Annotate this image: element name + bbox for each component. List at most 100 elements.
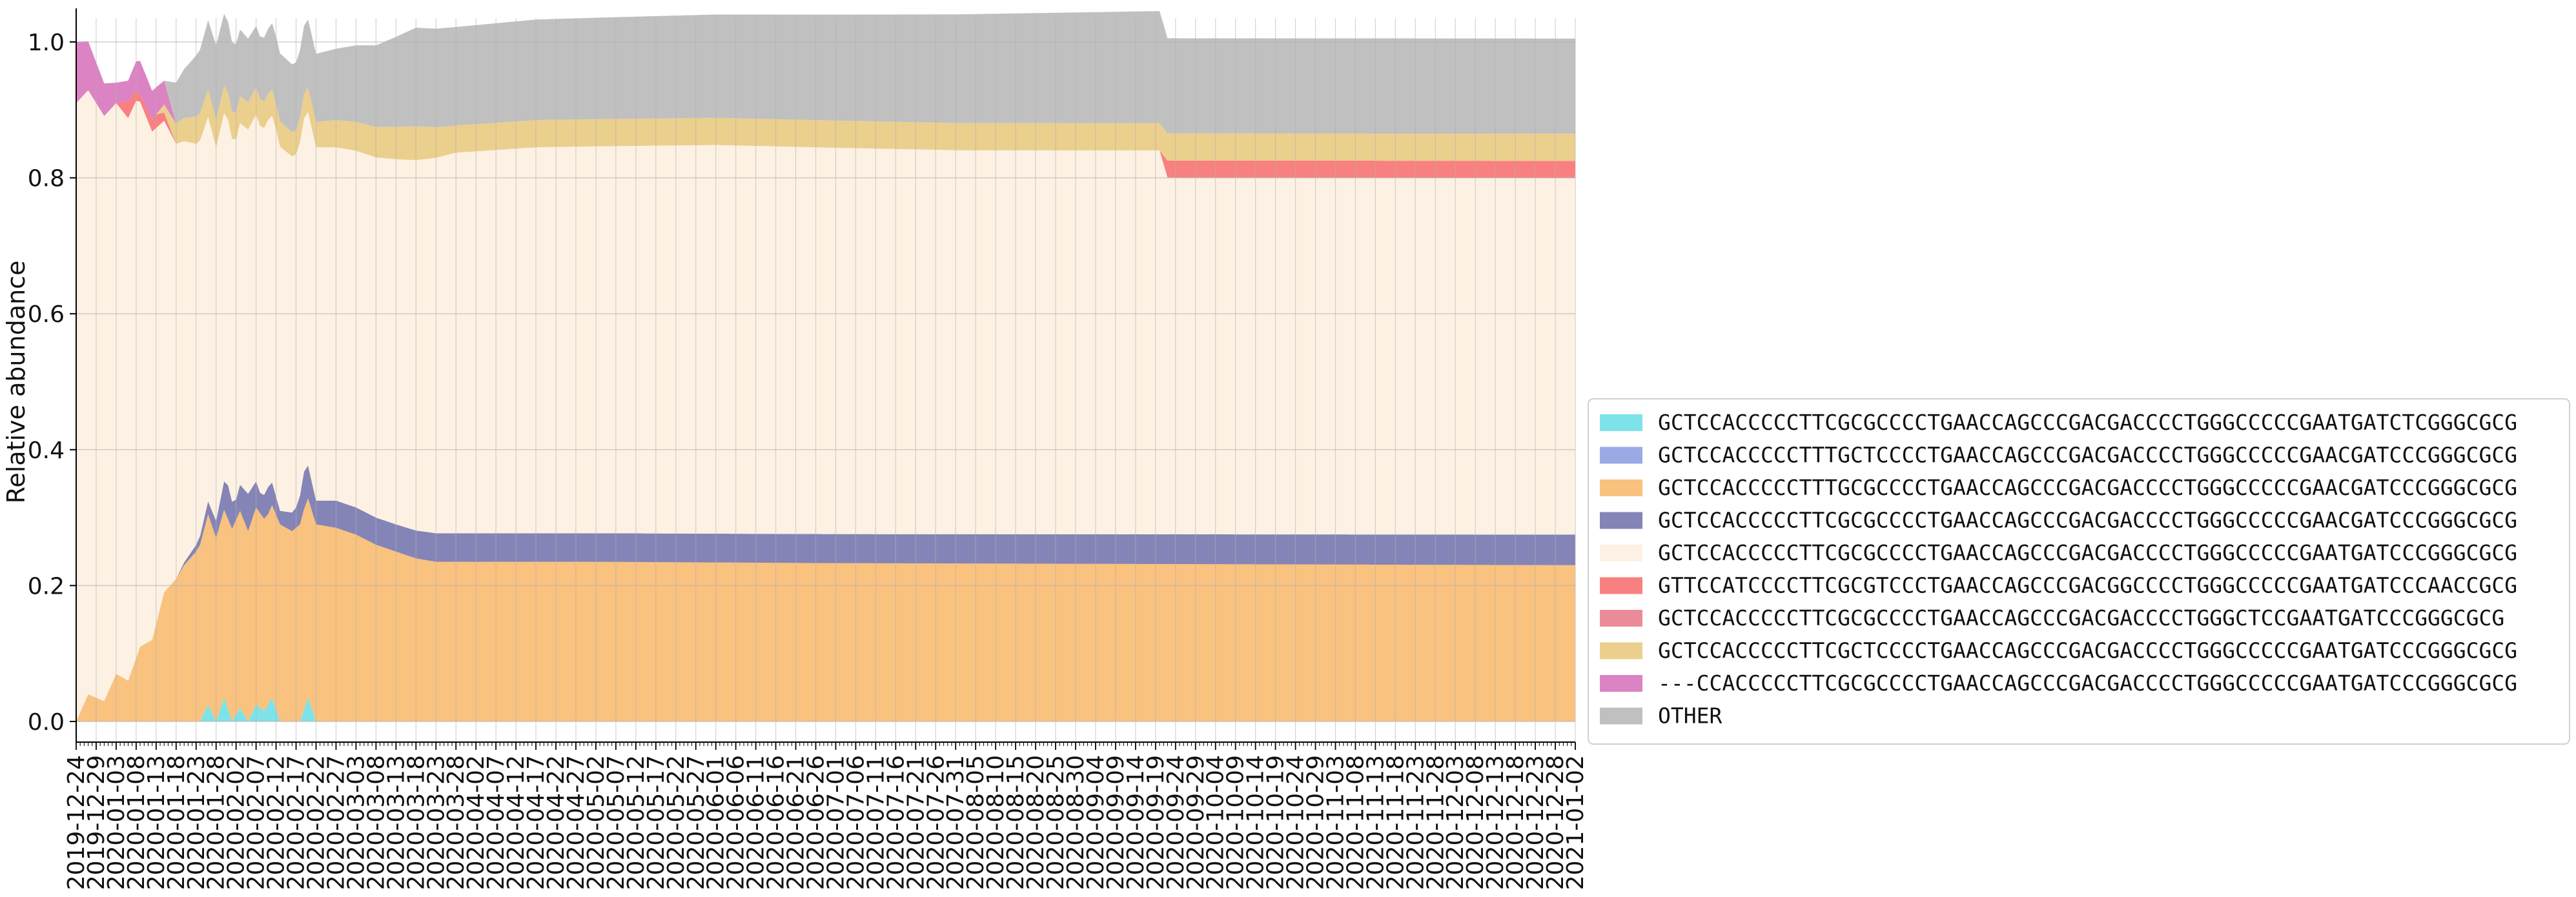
x-tick-label: 2020-04-07 [483,755,509,890]
x-tick-label: 2020-10-04 [1203,755,1229,890]
x-tick-label: 2020-12-18 [1502,755,1529,890]
y-tick-label: 0.2 [28,573,65,600]
x-tick-label: 2020-12-23 [1522,755,1549,890]
x-tick-label: 2020-08-10 [983,755,1009,890]
x-tick-label: 2020-07-01 [823,755,850,890]
x-tick-label: 2020-11-18 [1382,755,1409,890]
x-tick-label: 2020-02-17 [283,755,310,890]
x-tick-label: 2020-05-17 [643,755,670,890]
area-series-5 [76,90,1575,721]
x-tick-label: 2020-01-23 [183,755,210,890]
x-tick-label: 2020-03-18 [403,755,429,890]
area-series-4 [76,465,1575,721]
x-tick-label: 2020-04-12 [503,755,529,890]
x-tick-label: 2021-01-02 [1562,755,1589,890]
x-tick-label: 2020-05-22 [663,755,690,890]
x-tick-label: 2020-10-14 [1243,755,1269,890]
legend-swatch [1600,479,1642,496]
x-tick-label: 2020-09-29 [1183,755,1209,890]
x-tick-label: 2020-11-03 [1323,755,1349,890]
x-tick-label: 2020-02-27 [323,755,350,890]
area-series-6 [76,90,1575,178]
x-tick-label: 2020-05-12 [623,755,649,890]
x-tick-label: 2020-11-23 [1402,755,1429,890]
area-series-8 [76,86,1575,161]
legend-swatch [1600,447,1642,464]
area-layer [76,11,1575,721]
x-tick-label: 2020-09-19 [1143,755,1169,890]
y-tick-label: 1.0 [28,30,65,56]
x-tick-label: 2020-08-30 [1063,755,1089,890]
y-tick-label: 0.6 [28,301,65,328]
x-tick-label: 2020-06-21 [783,755,810,890]
area-series-1 [76,698,1575,721]
x-tick-label: 2020-09-24 [1163,755,1189,890]
x-tick-label: 2020-09-09 [1103,755,1129,890]
grid-layer [76,18,1576,742]
legend-swatch [1600,512,1642,529]
x-tick-label: 2020-02-07 [243,755,270,890]
legend-entry-label: GCTCCACCCCCTTCGCGCCCCTGAACCAGCCCGACGACCC… [1658,540,2517,565]
x-tick-label: 2020-10-24 [1283,755,1309,890]
x-tick-label: 2020-11-13 [1362,755,1389,890]
x-tick-label: 2020-02-12 [263,755,290,890]
x-tick-label: 2020-12-03 [1442,755,1469,890]
x-tick-label: 2020-01-03 [103,755,130,890]
x-tick-label: 2019-12-29 [83,755,110,890]
x-tick-label: 2020-06-26 [803,755,830,890]
legend-swatch [1600,675,1642,692]
x-tick-label: 2020-04-17 [523,755,549,890]
x-tick-label: 2020-06-01 [703,755,730,890]
legend-frame [1588,398,2570,745]
x-tick-label: 2020-08-15 [1003,755,1029,890]
y-tick-label: 0.0 [28,709,65,736]
x-tick-label: 2020-01-18 [163,755,190,890]
legend-entry-label: OTHER [1658,703,1722,729]
legend-swatch [1600,414,1642,431]
x-tick-label: 2020-08-20 [1023,755,1049,890]
legend-entry-label: ---CCACCCCCTTCGCGCCCCTGAACCAGCCCGACGACCC… [1658,670,2517,696]
x-tick-label: 2020-07-06 [843,755,869,890]
legend-swatch [1600,545,1642,561]
legend-swatch [1600,577,1642,594]
legend-entry-label: GCTCCACCCCCTTCGCGCCCCTGAACCAGCCCGACGACCC… [1658,410,2517,435]
y-tick-label: 0.8 [28,166,65,192]
legend-swatch [1600,610,1642,627]
x-tick-label: 2020-04-22 [543,755,569,890]
x-tick-label: 2020-03-23 [423,755,449,890]
x-tick-label: 2020-03-13 [383,755,409,890]
x-tick-label: 2020-05-02 [583,755,609,890]
x-tick-label: 2020-07-26 [923,755,949,890]
legend-swatch [1600,707,1642,725]
x-tick-label: 2020-12-08 [1462,755,1489,890]
x-tick-label: 2020-03-08 [363,755,389,890]
x-tick-label: 2020-08-05 [963,755,989,890]
x-tick-label: 2020-08-25 [1043,755,1069,890]
x-tick-label: 2020-12-13 [1482,755,1509,890]
x-tick-label: 2020-06-06 [723,755,750,890]
legend-entry-label: GCTCCACCCCCTTCGCGCCCCTGAACCAGCCCGACGACCC… [1658,605,2504,630]
x-tick-label: 2020-12-28 [1542,755,1569,890]
x-tick-label: 2020-07-21 [903,755,929,890]
legend: GCTCCACCCCCTTCGCGCCCCTGAACCAGCCCGACGACCC… [1588,398,2570,745]
x-tick-label: 2020-03-03 [343,755,369,890]
x-tick-label: 2020-10-29 [1303,755,1329,890]
x-tick-label: 2020-07-31 [943,755,969,890]
legend-entry-label: GCTCCACCCCCTTCGCTCCCCTGAACCAGCCCGACGACCC… [1658,638,2517,663]
legend-entry-label: GCTCCACCCCCTTTGCGCCCCTGAACCAGCCCGACGACCC… [1658,475,2517,500]
x-tick-label: 2020-07-11 [863,755,889,890]
y-axis-label: Relative abundance [2,261,30,504]
legend-entry-label: GTTCCATCCCCTTCGCGTCCCTGAACCAGCCCGACGGCCC… [1658,573,2517,598]
legend-swatch [1600,642,1642,660]
x-tick-label: 2020-01-08 [123,755,150,890]
x-tick-label: 2020-11-28 [1422,755,1449,890]
x-tick-label: 2020-05-07 [603,755,629,890]
x-tick-label: 2020-02-02 [223,755,250,890]
x-tick-label: 2020-10-09 [1223,755,1249,890]
x-tick-label: 2020-09-04 [1083,755,1109,890]
x-tick-label: 2020-11-08 [1342,755,1369,890]
x-tick-label: 2020-09-14 [1123,755,1149,890]
x-tick-label: 2020-01-13 [143,755,170,890]
